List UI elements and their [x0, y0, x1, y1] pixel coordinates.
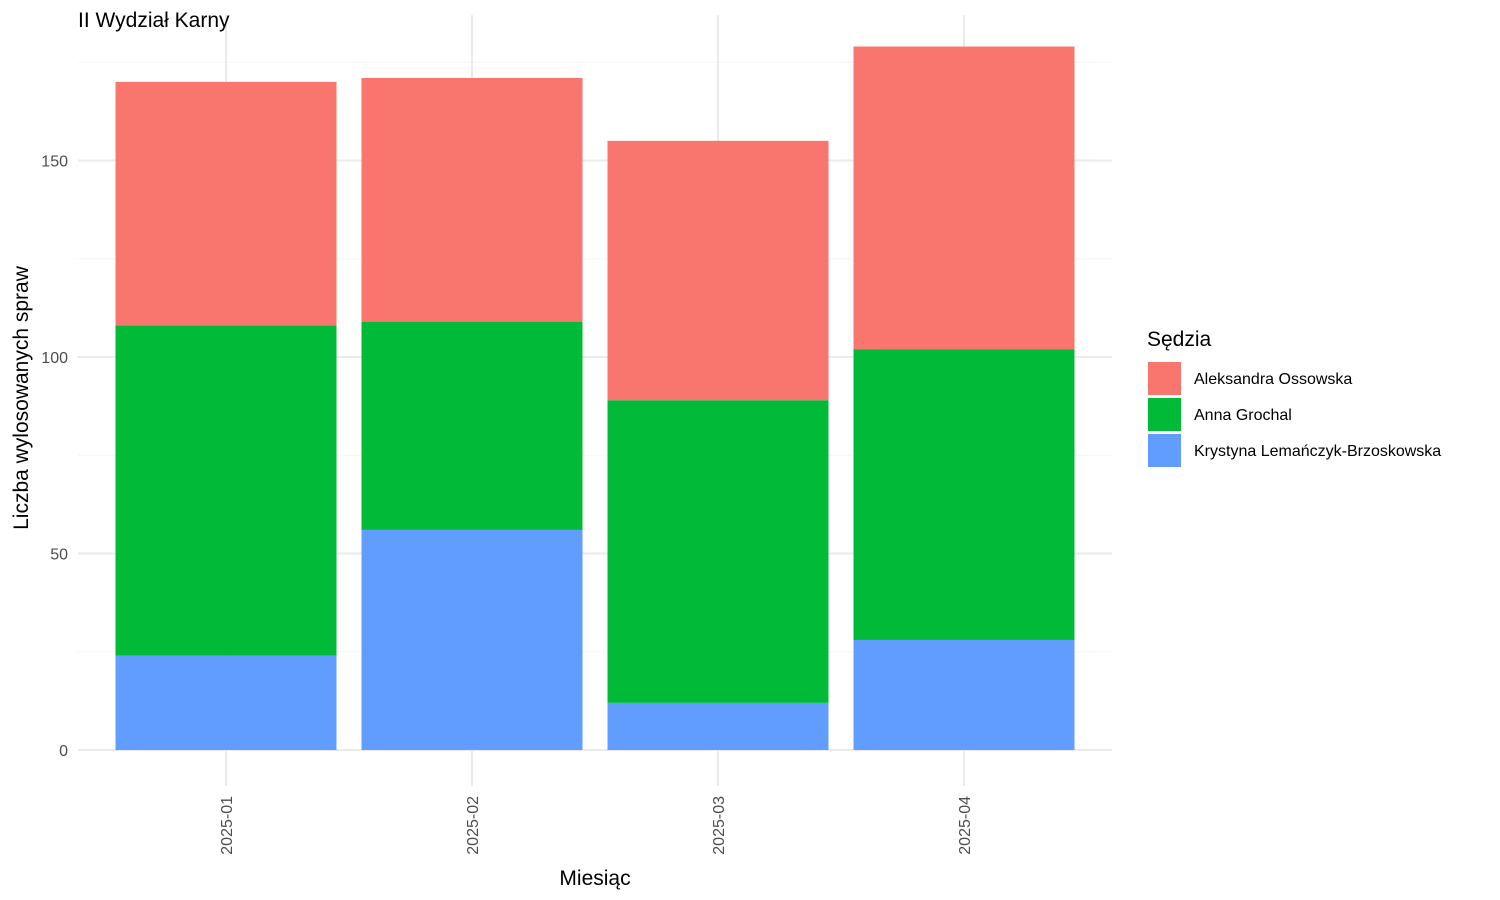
bar-segment: [115, 655, 337, 750]
bar-segment: [361, 321, 583, 530]
legend-label: Krystyna Lemańczyk-Brzoskowska: [1194, 443, 1441, 460]
chart-title: II Wydział Karny: [78, 9, 230, 32]
x-tick-label: 2025-03: [711, 796, 728, 855]
bar-segment: [361, 529, 583, 750]
legend-label: Aleksandra Ossowska: [1194, 371, 1352, 388]
bar-segment: [607, 400, 829, 703]
legend-swatch: [1148, 362, 1181, 395]
x-tick-label: 2025-02: [465, 796, 482, 855]
legend-swatch: [1148, 434, 1181, 467]
legend-label: Anna Grochal: [1194, 407, 1292, 424]
legend-title: Sędzia: [1147, 328, 1212, 351]
bar-segment: [115, 325, 337, 656]
y-tick-label: 50: [50, 547, 68, 564]
legend: Sędzia Aleksandra Ossowska Anna Grochal Kr…: [1147, 328, 1441, 467]
bar-segment: [853, 349, 1075, 640]
y-tick-label: 0: [59, 743, 68, 760]
bar-segment: [115, 81, 337, 326]
bar-segment: [607, 140, 829, 401]
bar-segment: [361, 77, 583, 322]
x-tick-label: 2025-04: [957, 796, 974, 855]
bar-segment: [607, 702, 829, 750]
x-tick-label: 2025-01: [219, 796, 236, 855]
y-axis-ticks: 0 50 100 150: [41, 154, 68, 761]
bar-segment: [853, 46, 1075, 350]
legend-swatch: [1148, 398, 1181, 431]
y-axis-title: Liczba wylosowanych spraw: [10, 265, 33, 530]
bars: [115, 46, 1075, 750]
x-axis-ticks: 2025-01 2025-02 2025-03 2025-04: [219, 796, 974, 855]
bar-segment: [853, 639, 1075, 750]
y-tick-label: 100: [41, 350, 68, 367]
legend-items: Aleksandra Ossowska Anna Grochal Krystyna …: [1148, 362, 1441, 467]
x-axis-title: Miesiąc: [559, 867, 630, 890]
y-tick-label: 150: [41, 154, 68, 171]
